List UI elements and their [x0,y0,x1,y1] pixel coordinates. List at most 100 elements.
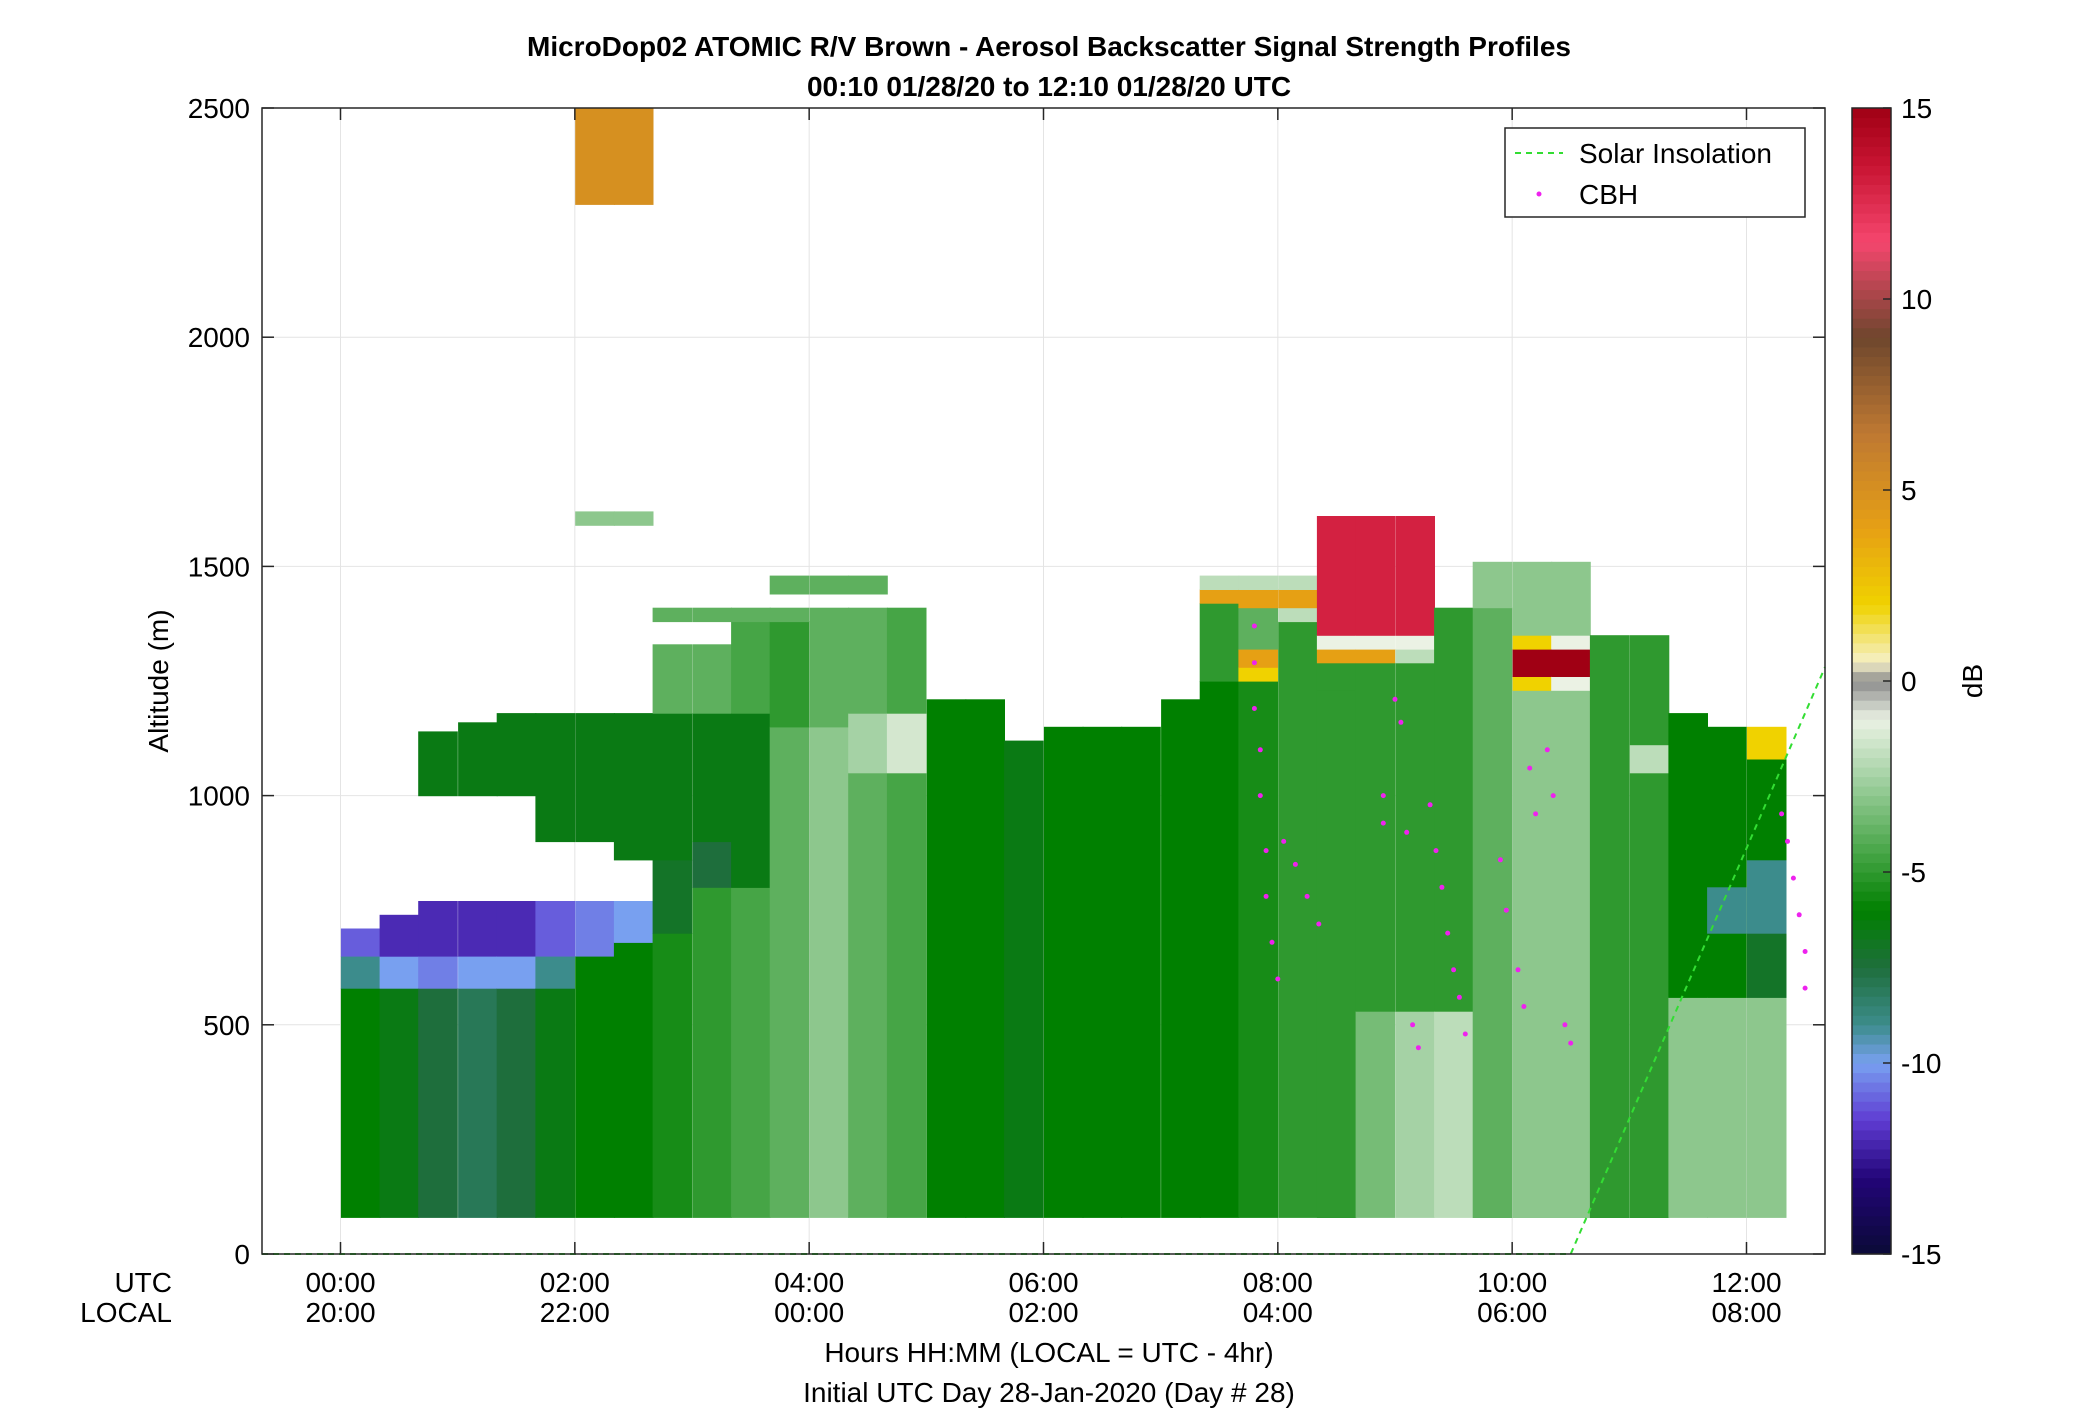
heatmap-cell [731,887,771,1218]
colorbar-swatch [1852,996,1891,1007]
heatmap-cell [1472,607,1513,1218]
cbh-point [1802,985,1808,991]
heatmap-cell [1238,681,1278,1218]
cbh-point [1292,861,1298,867]
heatmap-cell [575,956,615,1218]
colorbar-swatch [1852,738,1891,749]
colorbar-swatch [1852,585,1891,596]
legend-solar-label: Solar Insolation [1579,138,1772,169]
colorbar-swatch [1852,1187,1891,1198]
colorbar-swatch [1852,432,1891,443]
heatmap-cell [692,841,732,888]
colorbar-swatch [1852,757,1891,768]
heatmap-cell [965,699,1005,1218]
colorbar-swatch [1852,681,1891,692]
legend-cbh-label: CBH [1579,179,1638,210]
colorbar-swatch [1852,537,1891,548]
heatmap-cell [809,575,850,595]
colorbar-swatch [1852,308,1891,319]
cbh-point [1527,765,1533,771]
cbh-point [1410,1022,1416,1028]
colorbar-swatch [1852,423,1891,434]
heatmap-cell [1434,607,1474,1012]
colorbar-swatch [1852,451,1891,462]
heatmap-cell [769,575,810,595]
cbh-point [1269,939,1275,945]
heatmap-cell [535,713,575,843]
colorbar-swatch [1852,1024,1891,1035]
heatmap-cell [1551,635,1591,650]
colorbar-swatch [1852,222,1891,233]
cbh-point [1251,706,1257,711]
heatmap-cell [1199,603,1240,682]
colorbar-swatch [1852,967,1891,978]
colorbar-swatch [1852,661,1891,673]
heatmap-cell [1238,575,1278,590]
x-tick-label-utc: 12:00 [1711,1267,1781,1298]
heatmap-cell [809,726,850,1218]
colorbar-swatch [1852,805,1891,816]
heatmap-cell [1629,745,1670,774]
heatmap-cell [1238,667,1278,682]
heatmap-cell [1395,1011,1435,1218]
heatmap-cell [613,942,654,1218]
colorbar-swatch [1852,117,1891,128]
heatmap-cell [1316,648,1357,664]
colorbar-swatch [1852,528,1891,539]
x-axis-label: Hours HH:MM (LOCAL = UTC - 4hr) [824,1337,1273,1368]
heatmap-cell [535,901,575,957]
colorbar-swatch [1852,604,1891,615]
colorbar-swatch [1852,700,1891,711]
cbh-point [1257,793,1263,799]
colorbar-swatch [1852,194,1891,205]
heatmap-cell [886,713,927,774]
heatmap-cell [1199,575,1240,590]
colorbar-swatch [1852,1120,1891,1131]
colorbar-swatch [1852,375,1891,386]
colorbar-swatch [1852,461,1891,472]
x-axis-row-label-local: LOCAL [80,1297,172,1328]
heatmap-cell [613,511,654,526]
colorbar-swatch [1852,260,1891,271]
colorbar-swatch [1852,1215,1891,1226]
heatmap-cell [652,933,693,1218]
colorbar-swatch [1852,136,1891,147]
heatmap-cell [496,988,537,1218]
colorbar-swatch [1852,327,1891,338]
colorbar-swatch [1852,1101,1891,1112]
colorbar-swatch [1852,480,1891,491]
heatmap-cell [1551,690,1591,1218]
cbh-point [1503,907,1509,913]
heatmap-cell [1707,726,1747,998]
cbh-point [1263,848,1269,854]
colorbar-swatch [1852,566,1891,577]
cbh-point [1398,719,1404,725]
heatmap-cell [1121,726,1161,1218]
cbh-point [1281,838,1287,844]
heatmap-cell [1589,635,1630,1218]
colorbar-swatch [1852,633,1891,644]
colorbar-swatch [1852,499,1891,510]
cbh-point [1427,802,1433,808]
heatmap-cell [652,607,693,623]
colorbar-swatch [1852,786,1891,797]
colorbar-swatch [1852,767,1891,778]
cbh-point [1439,884,1445,890]
heatmap-cell [1395,516,1435,636]
cbh-point [1415,1045,1421,1051]
cbh-point [1533,811,1539,817]
x-tick-label-utc: 02:00 [540,1267,610,1298]
cbh-point [1802,949,1808,954]
heatmap-cell [575,108,615,205]
cbh-point [1785,838,1790,844]
x-tick-label-local: 02:00 [1008,1297,1078,1328]
colorbar-swatch [1852,1196,1891,1207]
colorbar-swatch [1852,318,1891,329]
colorbar-swatch [1852,1139,1891,1150]
heatmap-cell [1668,713,1708,998]
x-tick-label-local: 20:00 [305,1297,375,1328]
colorbar-tick-label: -10 [1901,1048,1941,1079]
colorbar-swatch [1852,404,1891,415]
heatmap-cell [848,713,888,774]
